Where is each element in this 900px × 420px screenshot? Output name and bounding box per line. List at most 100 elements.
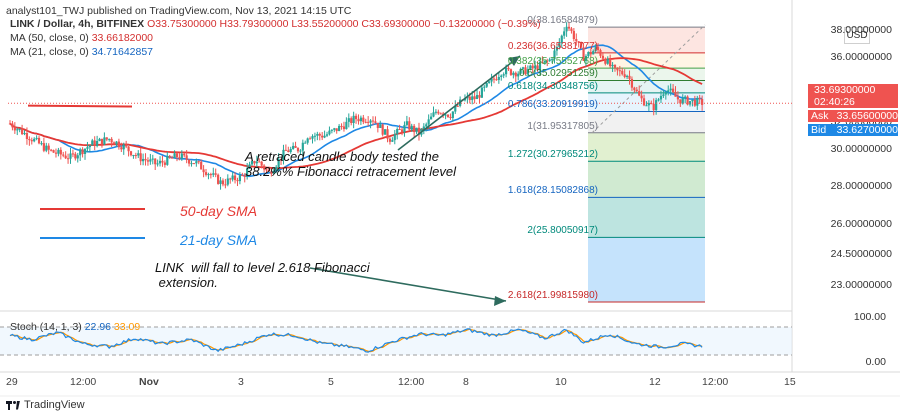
candle-body: [403, 124, 406, 133]
candle-body: [696, 98, 699, 106]
candle-body: [144, 158, 147, 161]
candle: [219, 176, 222, 190]
ma50-legend[interactable]: MA (50, close, 0) 33.66182000: [10, 32, 153, 44]
fib-zone-2: [588, 68, 705, 81]
candle-body: [154, 158, 157, 165]
candle: [246, 163, 249, 180]
candle: [517, 71, 520, 81]
candle-body: [512, 72, 515, 75]
candle: [671, 84, 675, 94]
candle: [335, 128, 338, 134]
stoch-tick-100: 100.00: [853, 311, 886, 323]
candle: [362, 114, 365, 125]
candle: [478, 91, 481, 104]
candle: [79, 147, 82, 161]
fib-label-8: 1.618(28.15082868): [507, 185, 598, 197]
candle-body: [521, 67, 525, 69]
candle-body: [439, 113, 442, 115]
candle: [28, 136, 31, 146]
candle: [207, 172, 210, 180]
candle: [47, 143, 50, 155]
candle-body: [488, 81, 491, 84]
candle-body: [473, 96, 476, 100]
candle-body: [674, 91, 677, 97]
candles: [8, 21, 704, 190]
fib-fall-annotation: LINK will fall to level 2.618 Fibonacci …: [155, 260, 370, 290]
candle-body: [659, 95, 663, 100]
candle-body: [374, 121, 377, 123]
candle: [287, 146, 290, 153]
fib-label-1: 0.236(36.65381777): [507, 40, 598, 52]
candle: [50, 148, 53, 152]
candle-body: [616, 67, 619, 71]
ma50-label: MA (50, close, 0): [10, 32, 89, 44]
candle-body: [478, 95, 481, 98]
candle-body: [168, 155, 171, 158]
candle-body: [263, 165, 266, 170]
ask-badge[interactable]: Ask 33.65600000: [808, 110, 898, 122]
candle-body: [480, 87, 483, 98]
candle-body: [635, 90, 638, 92]
candle-body: [330, 129, 333, 131]
stoch-legend[interactable]: Stoch (14, 1, 3) 22.96 33.09: [10, 321, 140, 333]
candle: [633, 86, 636, 93]
candle-body: [582, 47, 585, 61]
candle-body: [284, 149, 287, 151]
candle: [611, 62, 614, 72]
candle: [301, 139, 304, 157]
candle-body: [42, 143, 45, 151]
candle-body: [340, 125, 343, 127]
candle: [299, 149, 302, 155]
candle-body: [362, 117, 365, 122]
candle: [354, 113, 358, 124]
candle: [369, 119, 372, 129]
candle-body: [550, 59, 554, 61]
candle: [391, 137, 394, 142]
candle: [195, 158, 198, 167]
candle: [367, 116, 370, 127]
candle: [275, 165, 278, 174]
candle-body: [422, 126, 425, 130]
candle: [534, 60, 537, 73]
candle-body: [161, 160, 164, 163]
candle-body: [272, 170, 275, 174]
candle-body: [541, 61, 544, 63]
ma21-legend[interactable]: MA (21, close, 0) 34.71642857: [10, 46, 153, 58]
candle-body: [132, 155, 135, 157]
candle-body: [613, 64, 617, 68]
candle-body: [451, 111, 454, 118]
candle: [645, 101, 648, 107]
candle-body: [352, 115, 355, 124]
candle: [146, 157, 150, 166]
candle-body: [71, 153, 75, 155]
candle: [11, 120, 14, 131]
candle-body: [594, 47, 597, 52]
candle: [582, 42, 585, 62]
ask-label: Ask: [808, 110, 833, 122]
ohlc-high: H33.79300000: [219, 18, 289, 30]
candle: [531, 63, 534, 74]
candle: [640, 90, 643, 102]
candle: [684, 95, 687, 104]
candle: [638, 85, 641, 97]
fib-zone-0: [588, 27, 705, 53]
candle: [69, 147, 72, 164]
candle: [125, 140, 128, 149]
candle-body: [638, 91, 641, 96]
currency-selector[interactable]: USD: [844, 27, 870, 44]
candle-body: [630, 78, 634, 88]
candle: [655, 97, 658, 115]
candle: [282, 144, 285, 165]
candle: [171, 155, 174, 159]
candle-body: [345, 121, 348, 130]
candle: [650, 100, 653, 105]
candle-body: [243, 175, 246, 177]
tradingview-footer[interactable]: TradingView: [6, 399, 85, 411]
bid-badge[interactable]: Bid 33.62700000: [808, 124, 898, 136]
candle: [538, 58, 542, 76]
candle-body: [103, 137, 106, 145]
candle-body: [611, 64, 614, 67]
candle-body: [684, 96, 687, 98]
candle: [129, 150, 133, 157]
